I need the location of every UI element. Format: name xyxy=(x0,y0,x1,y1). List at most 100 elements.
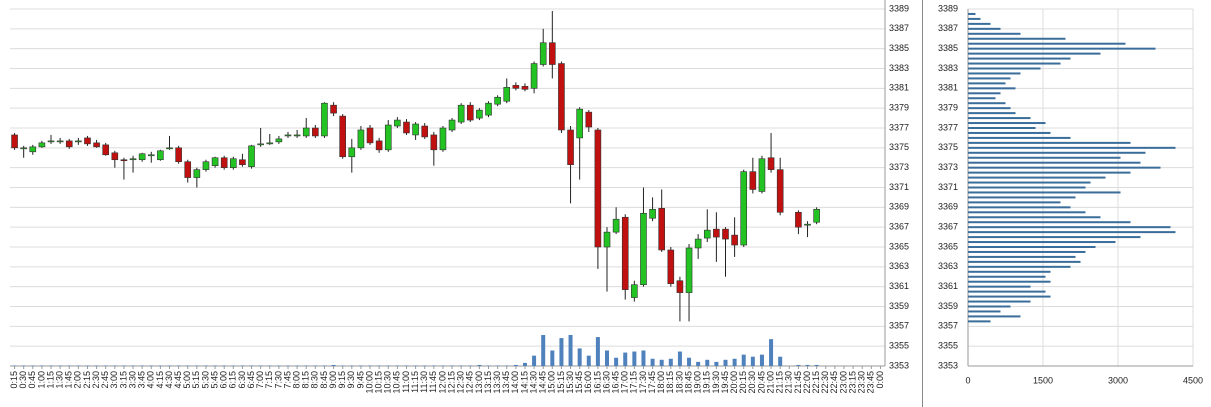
profile-bar xyxy=(968,67,1041,70)
volume-bar xyxy=(213,365,218,366)
x-tick-label: 0:00 xyxy=(875,371,885,389)
volume-bar xyxy=(750,356,755,366)
x-tick-label: 1:30 xyxy=(55,371,65,389)
profile-bar xyxy=(968,156,1121,159)
candle-body xyxy=(521,86,529,90)
x-tick-label: 13:45 xyxy=(501,371,511,394)
profile-bar xyxy=(968,246,1096,248)
x-tick-label: 4:30 xyxy=(164,371,174,389)
x-tick-label: 1:45 xyxy=(64,371,74,389)
volume-bar xyxy=(623,352,628,366)
profile-bar xyxy=(968,141,1131,144)
candle-body xyxy=(594,129,602,248)
x-tick-label: 15:15 xyxy=(556,371,566,394)
profile-bar xyxy=(968,250,1086,253)
x-tick-label: 19:30 xyxy=(711,371,721,394)
profile-bar xyxy=(968,320,991,323)
volume-bar xyxy=(131,365,136,366)
x-tick-label: 9:00 xyxy=(328,371,338,389)
profile-bar xyxy=(968,275,1046,278)
profile-bar xyxy=(968,131,1051,134)
candle-body xyxy=(503,87,511,102)
x-tick-label: 9:15 xyxy=(337,371,347,389)
y-tick-label: 3373 xyxy=(938,162,958,172)
volume-bar xyxy=(459,365,464,366)
candle-body xyxy=(631,284,638,298)
profile-bar xyxy=(968,12,976,15)
volume-bar xyxy=(285,365,290,366)
x-tick-label: 8:00 xyxy=(291,371,301,389)
candle-body xyxy=(749,171,757,190)
volume-bar xyxy=(668,358,673,366)
profile-bar xyxy=(968,102,1006,105)
y-tick-label: 3357 xyxy=(889,321,909,331)
candle-body xyxy=(202,161,210,170)
y-tick-label: 3377 xyxy=(889,122,909,132)
volume-bar xyxy=(614,357,619,366)
x-tick-label: 16:15 xyxy=(592,371,602,394)
x-tick-label: 0:45 xyxy=(27,371,37,389)
volume-bar xyxy=(103,365,108,366)
volume-bar xyxy=(568,335,573,366)
profile-bar xyxy=(968,47,1156,50)
candle-body xyxy=(111,152,119,161)
x-tick-label: 12:45 xyxy=(465,371,475,394)
volume-bar xyxy=(732,358,737,366)
y-tick-label: 3369 xyxy=(889,202,909,212)
candle-body xyxy=(804,223,811,226)
volume-bar xyxy=(121,365,126,366)
x-tick-label: 10:45 xyxy=(392,371,402,394)
candle-body xyxy=(795,211,802,228)
x-tick-label: 13:15 xyxy=(483,371,493,394)
volume-bar xyxy=(723,359,728,366)
candle-body xyxy=(284,134,292,137)
volume-bar xyxy=(112,365,117,366)
candle-body xyxy=(321,102,328,137)
candle-body xyxy=(758,158,766,192)
y-tick-label: 3381 xyxy=(889,83,909,93)
volume-bar xyxy=(741,354,746,366)
volume-bar xyxy=(586,355,591,366)
x-tick-label: 21:00 xyxy=(765,371,775,394)
candle-body xyxy=(694,238,702,249)
candle-body xyxy=(767,157,775,170)
volume-bar xyxy=(814,364,819,366)
volume-bar xyxy=(249,365,254,366)
volume-bar xyxy=(504,365,509,366)
profile-bar xyxy=(968,315,1021,318)
volume-bar xyxy=(386,365,391,366)
x-tick-label: 23:00 xyxy=(838,371,848,394)
volume-bar xyxy=(632,351,637,366)
profile-bar xyxy=(968,206,1071,209)
volume-bar xyxy=(322,365,327,366)
volume-bar xyxy=(76,365,81,366)
volume-bar xyxy=(486,365,491,366)
candle-body xyxy=(412,123,419,136)
profile-bar xyxy=(968,72,1021,75)
candle-body xyxy=(29,146,37,153)
volume-bar xyxy=(240,365,245,366)
y-tick-label: 3389 xyxy=(889,3,909,13)
y-tick-label: 3387 xyxy=(889,23,909,33)
candle-body xyxy=(667,249,675,284)
volume-bar xyxy=(39,365,44,366)
volume-bar xyxy=(541,335,546,366)
x-tick-label: 7:15 xyxy=(264,371,274,389)
x-tick-label: 23:30 xyxy=(857,371,867,394)
candle-body xyxy=(38,142,46,148)
y-tick-label: 3381 xyxy=(938,83,958,93)
candle-body xyxy=(585,111,593,128)
y-tick-label: 3385 xyxy=(889,43,909,53)
y-tick-label: 3361 xyxy=(889,281,909,291)
candle-body xyxy=(776,169,784,213)
profile-bar xyxy=(968,285,1031,288)
candle-body xyxy=(740,171,748,246)
candle-body xyxy=(266,142,274,145)
x-tick-label: 6:15 xyxy=(228,371,238,389)
x-tick-label: 11:45 xyxy=(428,371,438,393)
candle-body xyxy=(731,234,738,246)
profile-bar xyxy=(968,112,1016,115)
volume-bar xyxy=(577,348,582,366)
y-tick-label: 3375 xyxy=(889,142,909,152)
volume-bar xyxy=(422,365,427,366)
